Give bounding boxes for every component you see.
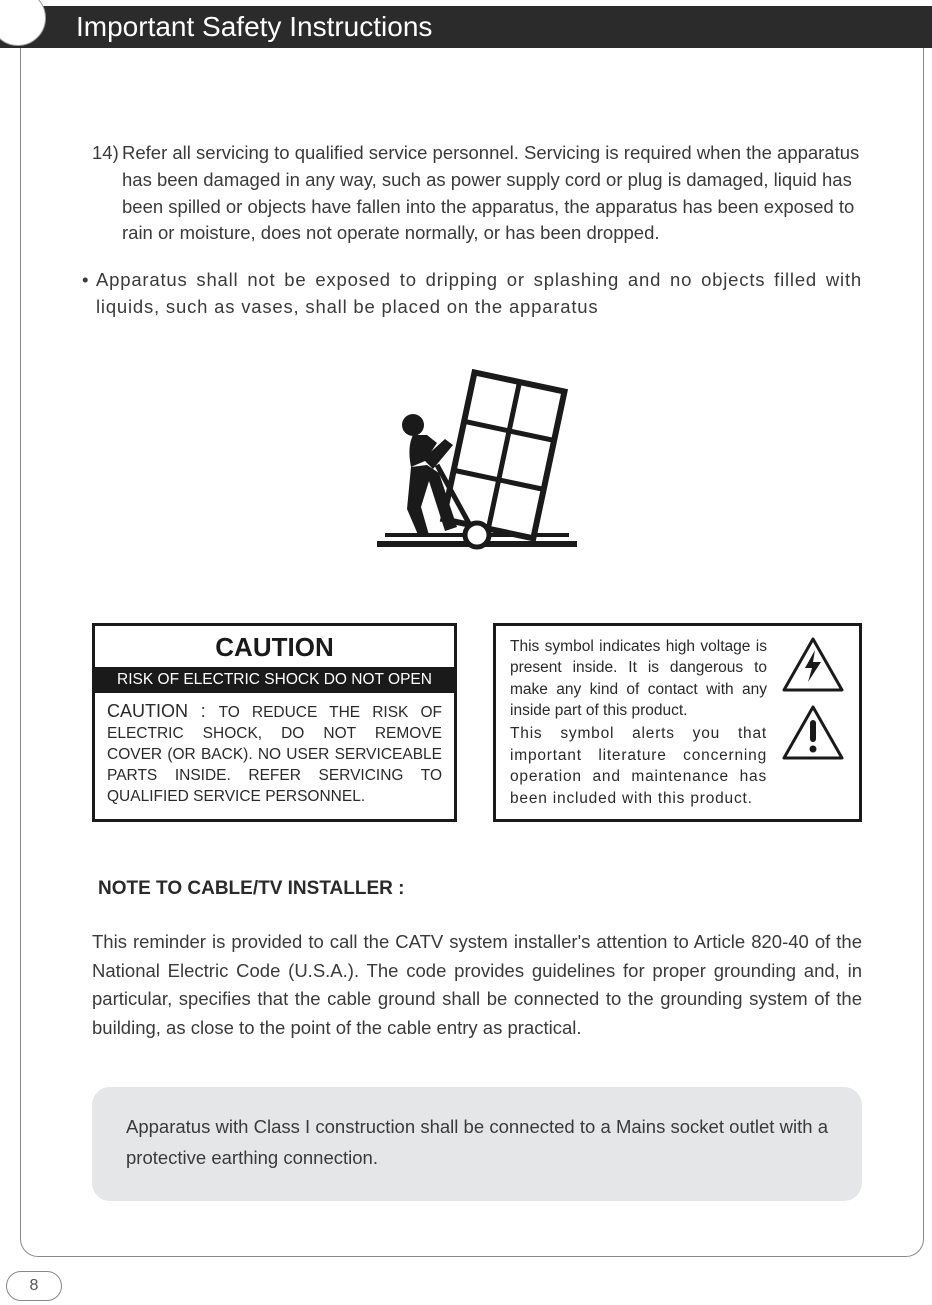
bullet-text: Apparatus shall not be exposed to drippi… <box>96 267 862 321</box>
caution-title: CAUTION <box>95 626 454 667</box>
bullet-mark: • <box>82 267 96 321</box>
content-area: 14) Refer all servicing to qualified ser… <box>92 140 862 1201</box>
caution-body-lead: CAUTION : <box>107 701 219 721</box>
list-item-text: Refer all servicing to qualified service… <box>122 140 862 247</box>
list-item-number: 14) <box>92 140 122 247</box>
installer-note-heading: NOTE TO CABLE/TV INSTALLER : <box>98 878 862 900</box>
list-item-14: 14) Refer all servicing to qualified ser… <box>92 140 862 247</box>
high-voltage-icon <box>781 636 845 694</box>
caution-box: CAUTION RISK OF ELECTRIC SHOCK DO NOT OP… <box>92 623 457 822</box>
symbol-text: This symbol indicates high voltage is pr… <box>510 636 767 809</box>
warning-boxes-row: CAUTION RISK OF ELECTRIC SHOCK DO NOT OP… <box>92 623 862 822</box>
installer-note-body: This reminder is provided to call the CA… <box>92 928 862 1043</box>
bullet-item: • Apparatus shall not be exposed to drip… <box>82 267 862 321</box>
symbol-icons-column <box>781 636 845 809</box>
header-tab: Important Safety Instructions <box>56 6 460 48</box>
page-title: Important Safety Instructions <box>76 11 432 43</box>
symbol-literature-text: This symbol alerts you that important li… <box>510 723 767 809</box>
class-i-callout: Apparatus with Class I construction shal… <box>92 1087 862 1202</box>
cart-tipping-illustration <box>367 369 587 559</box>
caution-body: CAUTION : TO REDUCE THE RISK OF ELECTRIC… <box>95 693 454 818</box>
symbol-voltage-text: This symbol indicates high voltage is pr… <box>510 636 767 722</box>
caution-risk-bar: RISK OF ELECTRIC SHOCK DO NOT OPEN <box>95 667 454 693</box>
important-literature-icon <box>781 704 845 762</box>
symbol-explanation-box: This symbol indicates high voltage is pr… <box>493 623 862 822</box>
page-number-value: 8 <box>30 1277 39 1295</box>
page-number: 8 <box>6 1271 62 1301</box>
